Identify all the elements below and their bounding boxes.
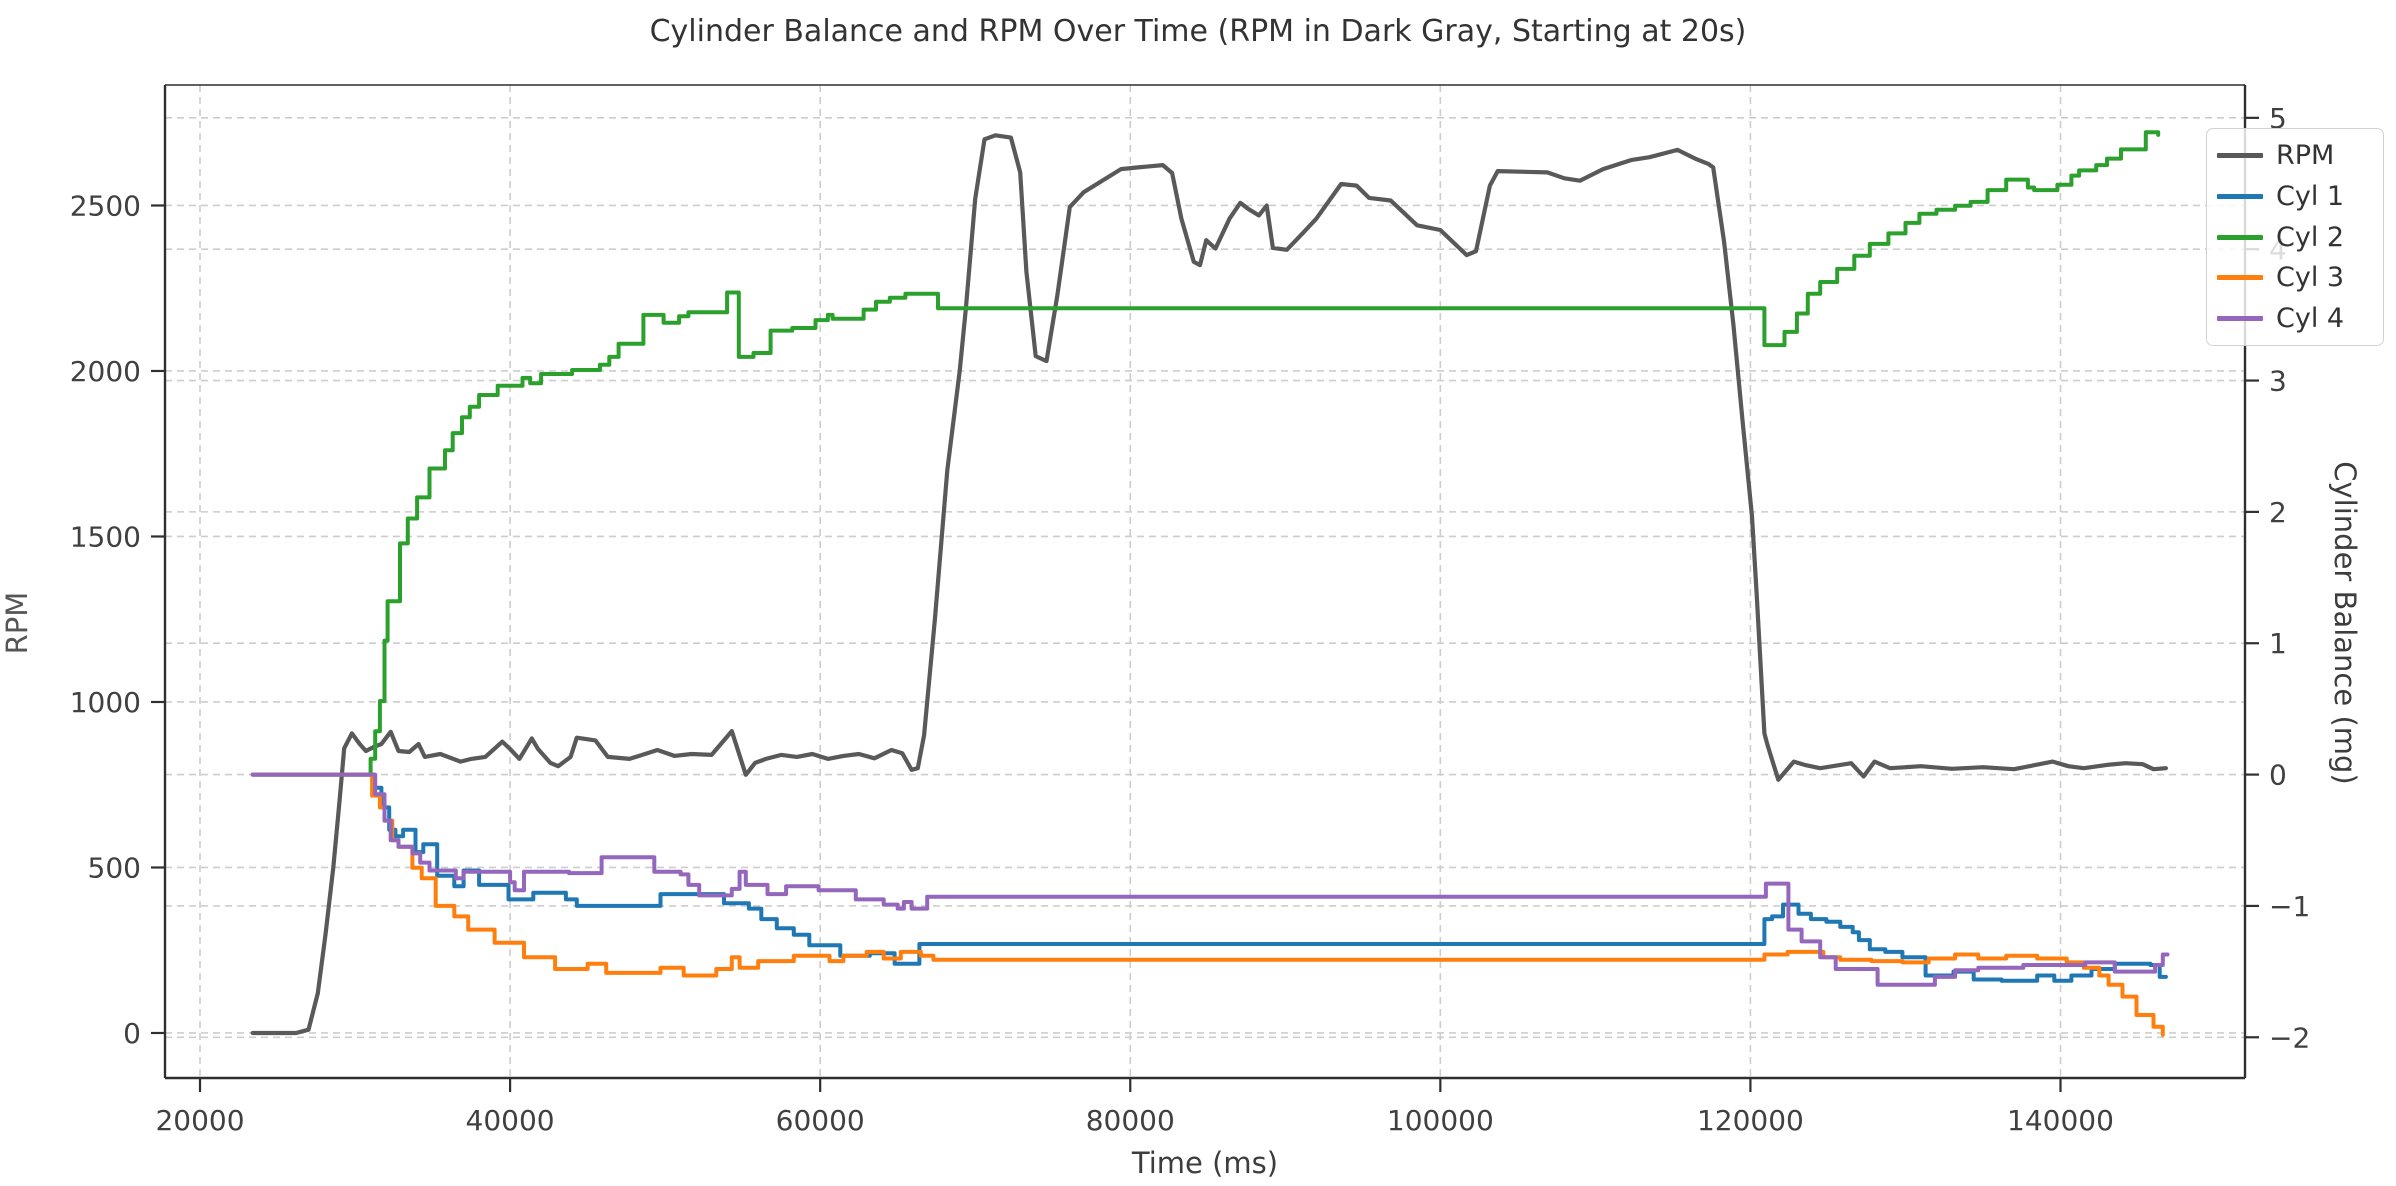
left-tick-label: 500 [88, 851, 141, 884]
left-tick-label: 1500 [70, 520, 141, 553]
left-tick-label: 2000 [70, 355, 141, 388]
right-tick-label: −1 [2269, 890, 2310, 923]
right-tick-label: 5 [2269, 102, 2287, 135]
bottom-tick-label: 40000 [466, 1104, 555, 1137]
right-axis-label: Cylinder Balance (mg) [2328, 461, 2362, 785]
right-tick-label: 0 [2269, 759, 2287, 792]
rpm-line-swatch [2217, 153, 2263, 158]
bottom-tick-label: 120000 [1697, 1104, 1804, 1137]
left-axis-label: RPM [0, 591, 34, 655]
bottom-tick-label: 100000 [1387, 1104, 1494, 1137]
left-tick-label: 0 [123, 1017, 141, 1050]
series-cyl-2 [250, 130, 2161, 777]
cyl4-line-swatch [2217, 316, 2263, 321]
series-rpm [250, 133, 2168, 1036]
series-cyl-4 [250, 772, 2170, 987]
legend-item-cyl4: Cyl 4 [2217, 305, 2369, 332]
series-cyl-1 [250, 772, 2168, 983]
series-cyl-3 [250, 772, 2165, 1037]
bottom-tick-label: 140000 [2007, 1104, 2114, 1137]
right-tick-label: −2 [2269, 1021, 2310, 1054]
cyl3-line-swatch [2217, 275, 2263, 281]
legend-item-cyl3: Cyl 3 [2217, 264, 2369, 291]
bottom-tick-label: 60000 [776, 1104, 865, 1137]
cyl1-line-swatch [2217, 193, 2263, 199]
legend-item-rpm: RPM [2217, 142, 2369, 169]
x-axis-label: Time (ms) [1131, 1146, 1279, 1180]
left-tick-label: 1000 [70, 686, 141, 719]
legend: RPM Cyl 1 Cyl 2 Cyl 3 Cyl 4 [2206, 128, 2384, 346]
bottom-tick-label: 20000 [155, 1104, 244, 1137]
right-tick-label: 2 [2269, 496, 2287, 529]
chart-title: Cylinder Balance and RPM Over Time (RPM … [649, 14, 1747, 49]
right-tick-label: 3 [2269, 365, 2287, 398]
bottom-tick-label: 80000 [1086, 1104, 1175, 1137]
right-tick-label: 1 [2269, 627, 2287, 660]
legend-item-cyl1: Cyl 1 [2217, 183, 2369, 210]
legend-item-cyl2: Cyl 2 [2217, 224, 2369, 251]
cyl2-line-swatch [2217, 234, 2263, 240]
left-tick-label: 2500 [70, 189, 141, 222]
